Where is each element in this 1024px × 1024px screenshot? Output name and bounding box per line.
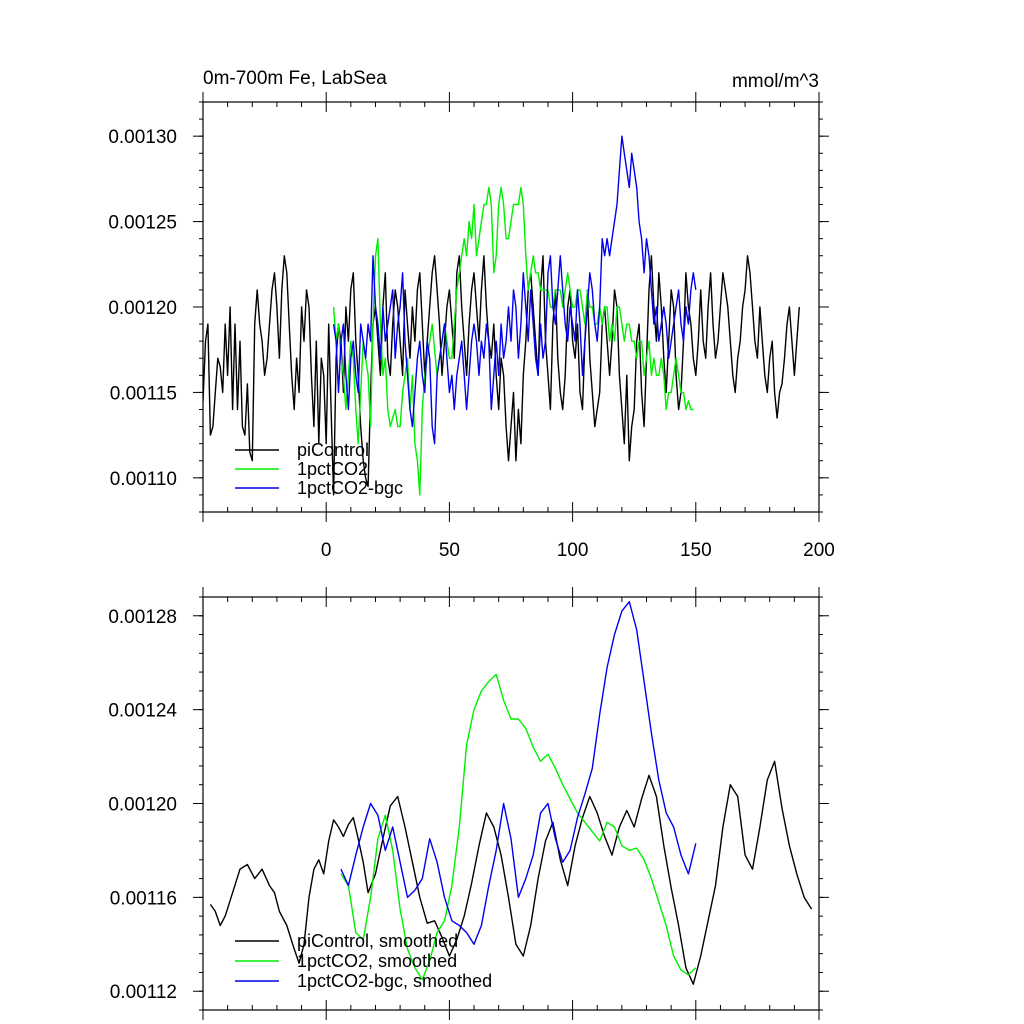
bottom-y-tick-label: 0.00124 (108, 701, 177, 722)
bottom-series-group (209, 601, 813, 985)
bottom-y-tick-label: 0.00120 (108, 795, 177, 816)
bottom-legend-label-1pctco2-bgc-smoothed: 1pctCO2-bgc, smoothed (297, 971, 492, 991)
top-x-tick-label: 50 (439, 540, 460, 561)
bottom-y-tick-label: 0.00116 (110, 888, 177, 909)
top-x-tick-label: 0 (321, 540, 332, 561)
top-y-tick-label: 0.00130 (108, 127, 177, 148)
top-series-group (203, 135, 800, 496)
top-y-tick-label: 0.00115 (110, 383, 177, 404)
top-legend-label-1pctco2: 1pctCO2 (297, 459, 368, 479)
top-y-tick-label: 0.00110 (110, 469, 177, 490)
top-x-tick-label: 150 (680, 540, 712, 561)
top-legend-label-1pctco2-bgc: 1pctCO2-bgc (297, 478, 403, 498)
bottom-legend-label-picontrol-smoothed: piControl, smoothed (297, 931, 458, 951)
bottom-y-tick-label: 0.00128 (108, 607, 177, 628)
top-series-picontrol (203, 255, 800, 496)
bottom-series-picontrol-smoothed (209, 760, 813, 985)
top-series-1pctco2 (332, 186, 694, 496)
bottom-series-1pctco2-smoothed (340, 673, 697, 981)
top-legend-label-picontrol: piControl (297, 440, 369, 460)
bottom-legend-label-1pctco2-smoothed: 1pctCO2, smoothed (297, 951, 457, 971)
top-series-1pctco2-bgc (332, 135, 697, 445)
top-title-right: mmol/m^3 (732, 71, 819, 92)
top-y-tick-label: 0.00125 (108, 213, 177, 234)
top-x-tick-label: 100 (557, 540, 589, 561)
top-x-tick-label: 200 (803, 540, 835, 561)
bottom-y-tick-label: 0.00112 (110, 982, 177, 1003)
top-y-tick-label: 0.00120 (108, 298, 177, 319)
top-title-left: 0m-700m Fe, LabSea (203, 68, 387, 89)
top-panel: 0.00110 0.00115 0.00120 0.00125 0.00130 0 50 10… (108, 68, 835, 561)
bottom-series-1pctco2-bgc-smoothed (340, 601, 697, 945)
top-plot-frame (202, 101, 820, 513)
bottom-panel: 0.00112 0.00116 0.00120 0.00124 0.00128 piCon… (108, 587, 829, 1020)
